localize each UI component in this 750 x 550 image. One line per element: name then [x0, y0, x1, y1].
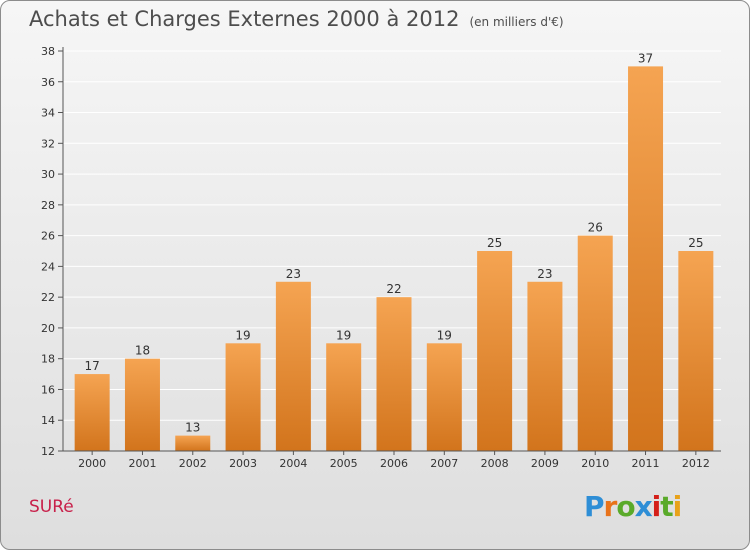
- y-tick-label: 38: [41, 45, 55, 58]
- logo-letter: o: [616, 490, 635, 523]
- x-tick-label: 2002: [179, 457, 207, 470]
- data-label: 19: [437, 328, 452, 342]
- bar: [225, 343, 261, 451]
- x-tick-label: 2004: [279, 457, 307, 470]
- x-tick-label: 2005: [330, 457, 358, 470]
- y-tick-label: 34: [41, 107, 55, 120]
- bars: [74, 66, 714, 451]
- bar: [74, 374, 110, 451]
- logo-letter: x: [634, 490, 653, 523]
- bar: [527, 281, 563, 451]
- bar: [124, 358, 160, 451]
- axes: [58, 47, 721, 455]
- title-row: Achats et Charges Externes 2000 à 2012 (e…: [29, 7, 564, 31]
- y-tick-label: 26: [41, 230, 55, 243]
- y-tick-label: 30: [41, 168, 55, 181]
- chart-title: Achats et Charges Externes 2000 à 2012: [29, 7, 460, 31]
- x-tick-label: 2006: [380, 457, 408, 470]
- logo-letter: P: [584, 490, 605, 523]
- logo-letter: i: [651, 490, 662, 523]
- chart-subtitle: (en milliers d'€): [469, 15, 564, 29]
- bar: [175, 435, 211, 451]
- bar: [678, 251, 714, 451]
- x-tick-label: 2000: [78, 457, 106, 470]
- x-tick-label: 2009: [531, 457, 559, 470]
- y-tick-label: 12: [41, 445, 55, 458]
- x-tick-label: 2012: [682, 457, 710, 470]
- data-label: 25: [487, 236, 502, 250]
- data-label: 26: [588, 221, 603, 235]
- y-tick-label: 16: [41, 383, 55, 396]
- town-name: SURé: [29, 497, 74, 517]
- data-label: 37: [638, 51, 653, 65]
- data-label: 23: [286, 267, 301, 281]
- y-tick-label: 18: [41, 353, 55, 366]
- x-tick-label: 2011: [632, 457, 660, 470]
- x-tick-label: 2007: [430, 457, 458, 470]
- data-label: 25: [688, 236, 703, 250]
- y-tick-label: 36: [41, 76, 55, 89]
- x-tick-label: 2003: [229, 457, 257, 470]
- bar: [477, 251, 513, 451]
- y-tick-label: 24: [41, 260, 55, 273]
- x-tick-label: 2010: [581, 457, 609, 470]
- y-tick-label: 32: [41, 137, 55, 150]
- y-tick-label: 20: [41, 322, 55, 335]
- data-label: 18: [135, 344, 150, 358]
- logo-letter: t: [660, 490, 673, 523]
- logo-letter: r: [603, 490, 618, 523]
- data-label: 23: [537, 267, 552, 281]
- bar: [577, 235, 613, 451]
- data-label: 13: [185, 421, 200, 435]
- x-tick-label: 2001: [128, 457, 156, 470]
- data-label: 19: [336, 328, 351, 342]
- bar: [426, 343, 462, 451]
- proxiti-logo[interactable]: Proxiti: [584, 490, 683, 523]
- bar: [376, 297, 412, 451]
- data-label: 19: [235, 328, 250, 342]
- y-tick-label: 28: [41, 199, 55, 212]
- x-tick-label: 2008: [481, 457, 509, 470]
- bar: [628, 66, 664, 451]
- logo-letter: i: [672, 490, 683, 523]
- y-tick-label: 14: [41, 414, 55, 427]
- labels: 12 14 16 18 20 22 24 26 28 30 32 34 36 38 17 2000 18 2001…: [41, 45, 710, 470]
- data-label: 22: [386, 282, 401, 296]
- bar: [275, 281, 311, 451]
- bar: [326, 343, 362, 451]
- data-label: 17: [85, 359, 100, 373]
- y-tick-label: 22: [41, 291, 55, 304]
